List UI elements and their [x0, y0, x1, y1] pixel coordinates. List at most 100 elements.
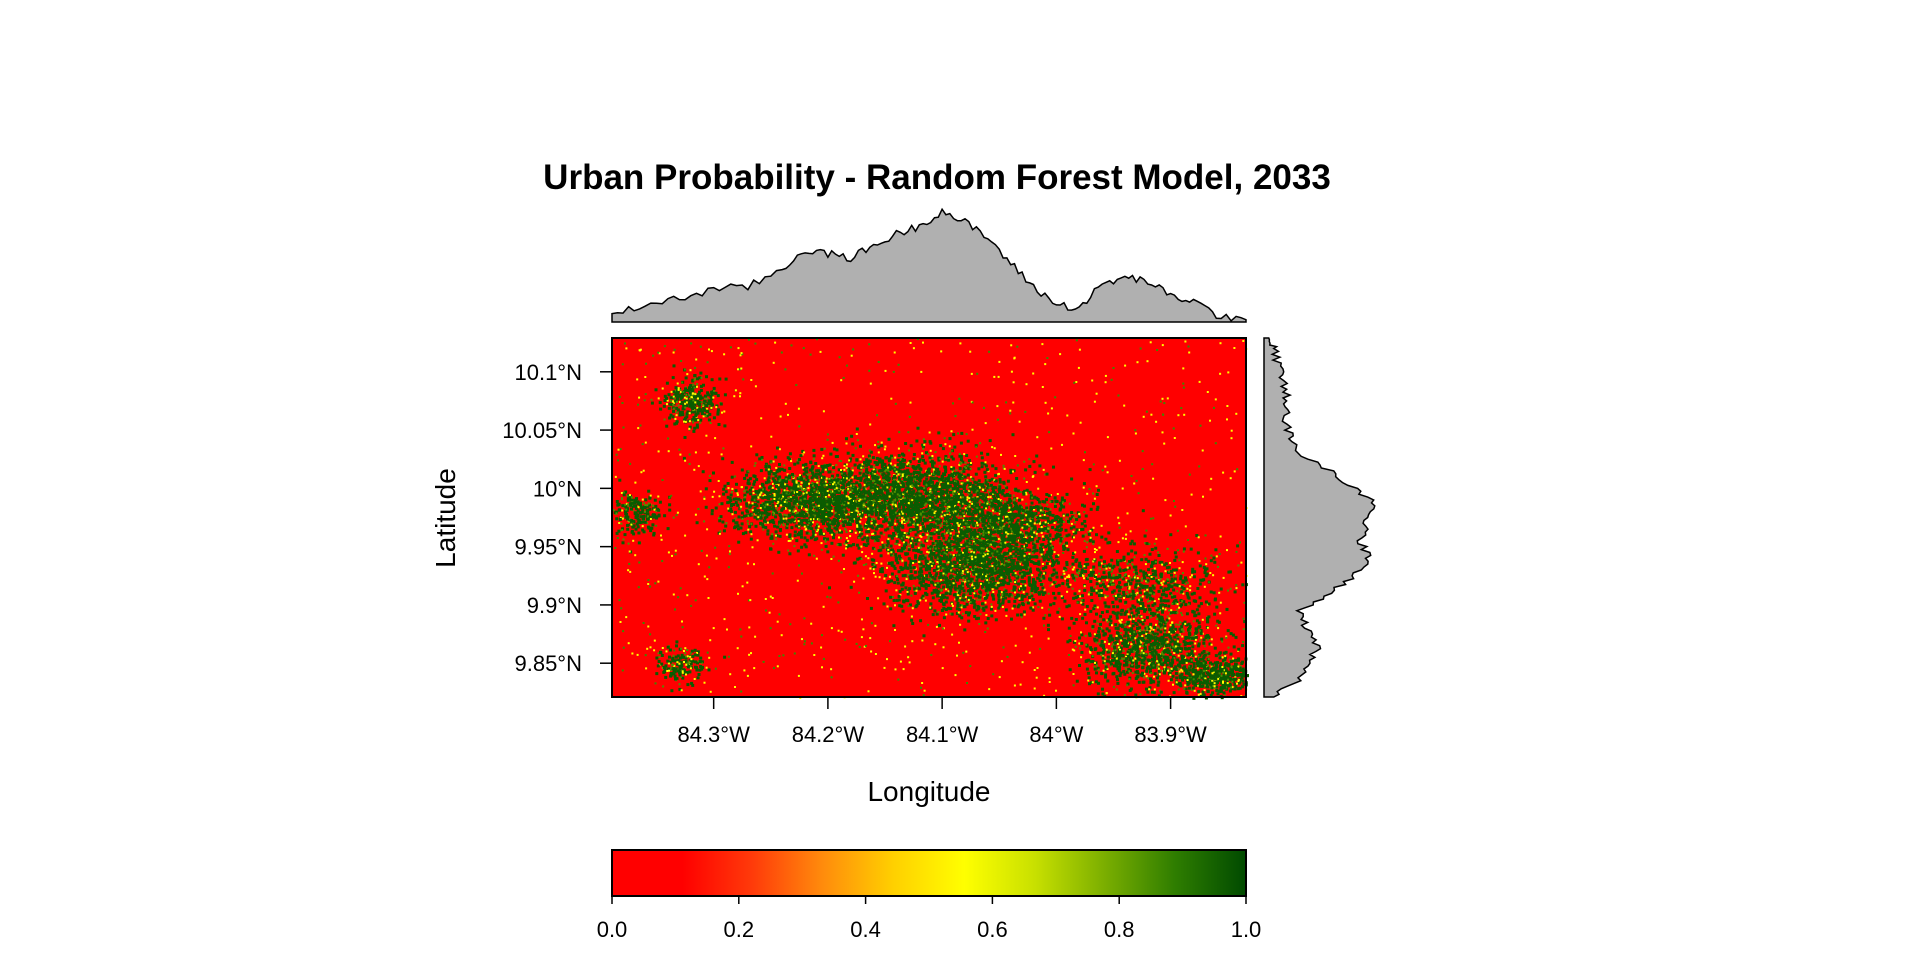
heatmap-cell: [931, 463, 934, 467]
heatmap-cell: [834, 506, 838, 510]
heatmap-cell: [943, 522, 947, 526]
heatmap-cell: [1029, 606, 1033, 610]
heatmap-cell: [858, 486, 862, 489]
heatmap-cell: [805, 514, 809, 518]
heatmap-cell: [949, 487, 952, 490]
heatmap-cell: [848, 474, 852, 478]
heatmap-cell: [765, 468, 769, 472]
heatmap-cell: [891, 496, 895, 500]
heatmap-cell: [797, 493, 801, 496]
heatmap-cell: [916, 426, 920, 430]
heatmap-cell: [799, 532, 803, 536]
heatmap-cell: [877, 489, 881, 493]
heatmap-cell: [851, 453, 855, 457]
heatmap-cell: [1029, 570, 1032, 574]
heatmap-cell: [1019, 552, 1023, 556]
heatmap-cell: [793, 491, 796, 494]
heatmap-cell: [943, 465, 947, 469]
heatmap-cell: [847, 495, 850, 498]
heatmap-cell: [892, 564, 896, 568]
heatmap-cell: [906, 592, 910, 596]
heatmap-cell: [874, 513, 878, 517]
heatmap-cell: [813, 509, 816, 512]
heatmap-cell: [992, 499, 996, 503]
heatmap-cell: [932, 461, 936, 465]
heatmap-cell: [932, 532, 936, 536]
heatmap-cell: [920, 546, 922, 549]
heatmap-cell: [831, 510, 834, 512]
heatmap-cell: [849, 504, 853, 508]
heatmap-cell: [997, 501, 1001, 504]
heatmap-cell: [788, 452, 792, 456]
heatmap-cell: [879, 516, 882, 518]
heatmap-cell: [915, 465, 919, 469]
heatmap-cell: [859, 505, 863, 509]
heatmap-cell: [928, 571, 932, 575]
heatmap-cell: [874, 484, 878, 488]
heatmap-cell: [823, 491, 827, 495]
heatmap-cell: [1028, 556, 1032, 559]
heatmap-cell: [767, 472, 771, 476]
heatmap-cell: [849, 530, 852, 532]
heatmap-cell: [800, 535, 803, 539]
heatmap-cell: [1086, 541, 1089, 544]
heatmap-cell: [973, 480, 977, 484]
heatmap-cell: [869, 480, 873, 484]
heatmap-cell: [949, 452, 952, 455]
heatmap-cell: [828, 526, 832, 530]
heatmap-cell: [832, 536, 835, 540]
heatmap-cell: [801, 463, 805, 467]
heatmap-cell: [959, 597, 962, 600]
heatmap-cell: [923, 556, 927, 560]
heatmap-cell: [988, 439, 992, 443]
heatmap-cell: [861, 463, 864, 466]
heatmap-cell: [1014, 550, 1018, 554]
heatmap-cell: [952, 471, 956, 475]
heatmap-cell: [937, 518, 940, 521]
heatmap-cell: [895, 505, 897, 508]
heatmap-cell: [903, 458, 906, 462]
heatmap-cell: [931, 505, 935, 509]
heatmap-cell: [904, 470, 908, 474]
heatmap-cell: [941, 527, 944, 531]
heatmap-cell: [902, 509, 906, 513]
heatmap-cell: [849, 491, 852, 494]
heatmap-cell: [876, 496, 880, 499]
heatmap-cell: [886, 605, 889, 608]
heatmap-cell: [880, 512, 884, 515]
heatmap-cell: [846, 451, 850, 455]
heatmap-cell: [801, 513, 805, 517]
heatmap-cell: [946, 493, 950, 497]
heatmap-cell: [998, 602, 1002, 606]
heatmap-cell: [1033, 585, 1037, 589]
heatmap-cell: [730, 475, 734, 479]
heatmap-cell: [921, 504, 925, 507]
heatmap-cell: [855, 509, 858, 512]
heatmap-cell: [860, 500, 864, 504]
heatmap-cell: [739, 526, 743, 530]
heatmap-cell: [994, 473, 998, 477]
heatmap-cell: [1005, 486, 1009, 490]
heatmap-cell: [941, 513, 945, 517]
heatmap-cell: [1041, 586, 1045, 590]
heatmap-cell: [788, 467, 792, 470]
heatmap-cell: [984, 601, 987, 604]
heatmap-cell: [771, 503, 775, 507]
heatmap-cell: [859, 510, 863, 514]
heatmap-cell: [876, 524, 880, 528]
heatmap-cell: [920, 596, 924, 600]
heatmap-cell: [891, 457, 894, 460]
heatmap-cell: [839, 495, 843, 499]
heatmap-cell: [1070, 477, 1074, 481]
heatmap-cell: [900, 502, 903, 506]
heatmap-cell: [963, 453, 966, 456]
heatmap-cell: [804, 481, 808, 484]
heatmap-cell: [942, 606, 946, 610]
heatmap-cell: [800, 507, 803, 509]
heatmap-cell: [895, 498, 899, 502]
heatmap-cell: [875, 523, 878, 526]
heatmap-cell: [929, 441, 933, 445]
heatmap-cell: [960, 616, 964, 620]
heatmap-cell: [863, 510, 867, 514]
heatmap-cell: [784, 483, 787, 486]
